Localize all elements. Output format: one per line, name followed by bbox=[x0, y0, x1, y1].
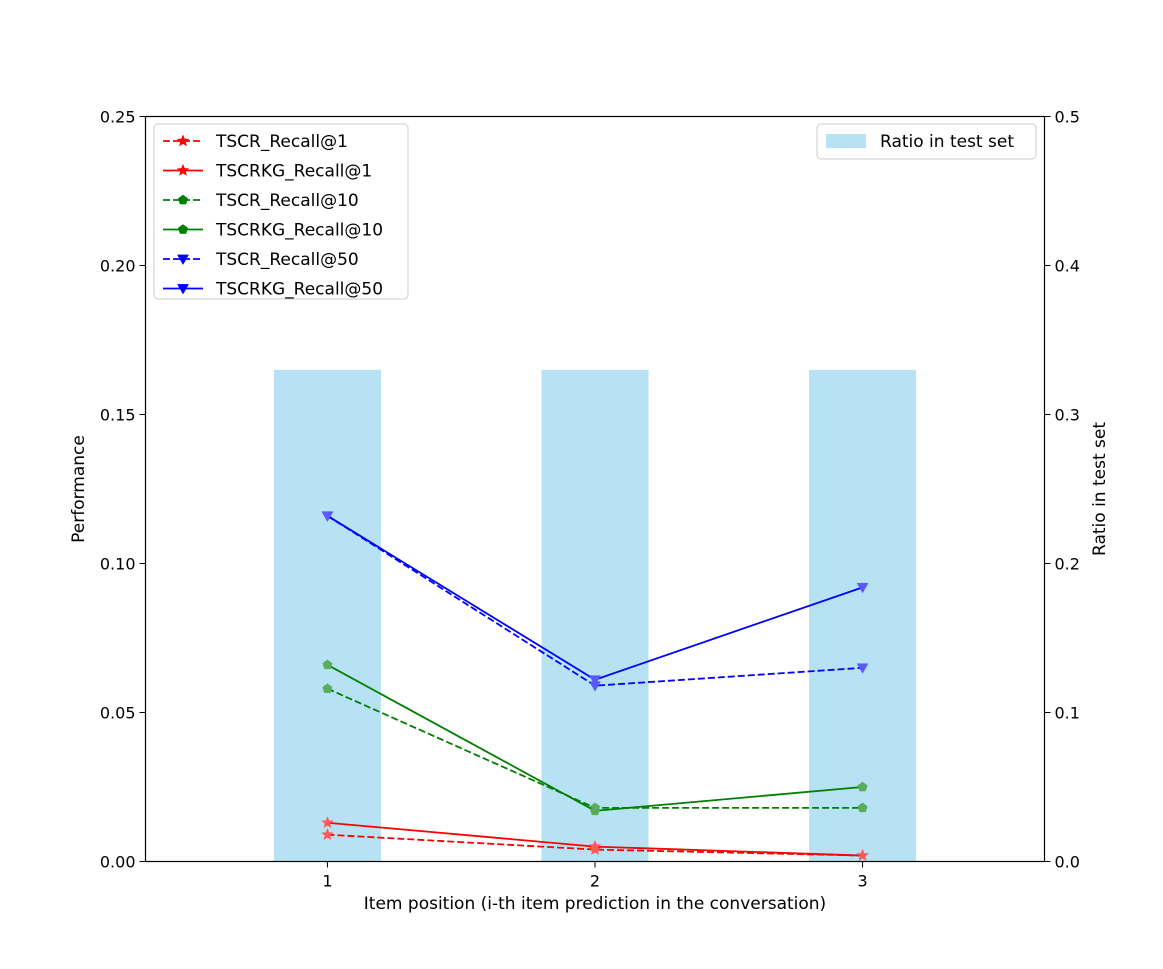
series-marker-TSCRKG_Recall@50-1 bbox=[321, 511, 334, 522]
legend-label-TSCR_Recall@50: TSCR_Recall@50 bbox=[215, 250, 359, 270]
x-tick-label: 3 bbox=[857, 872, 867, 891]
series-marker-TSCRKG_Recall@1-1 bbox=[321, 816, 334, 829]
legend-marker-TSCR_Recall@10 bbox=[177, 194, 189, 205]
legend-marker-TSCR_Recall@1 bbox=[176, 134, 190, 147]
legend-marker-TSCRKG_Recall@50 bbox=[177, 284, 189, 295]
legend-bars: Ratio in test set bbox=[816, 123, 1037, 160]
series-marker-TSCRKG_Recall@50-3 bbox=[856, 582, 869, 594]
series-marker-TSCRKG_Recall@10-1 bbox=[322, 659, 333, 670]
series-marker-TSCRKG_Recall@1-2 bbox=[588, 839, 602, 853]
legend-lines: TSCR_Recall@1 TSCRKG_Recall@1 TSCR_Recall@… bbox=[153, 123, 409, 300]
y2-tick-label: 0.3 bbox=[1055, 406, 1080, 425]
y-tick-label: 0.10 bbox=[100, 555, 136, 574]
legend-label-TSCRKG_Recall@1: TSCRKG_Recall@1 bbox=[215, 162, 372, 182]
series-marker-TSCRKG_Recall@10-3 bbox=[857, 781, 868, 792]
legend-marker-TSCR_Recall@50 bbox=[177, 254, 189, 266]
ratio-bar-2 bbox=[541, 369, 649, 862]
x-axis-title: Item position (i-th item prediction in t… bbox=[364, 894, 826, 914]
x-tick-label: 2 bbox=[590, 872, 600, 891]
y-tick-label: 0.25 bbox=[100, 108, 136, 127]
x-ticks: 1 2 3 bbox=[322, 861, 868, 891]
series-marker-TSCR_Recall@10-1 bbox=[322, 683, 333, 693]
series-marker-TSCR_Recall@50-3 bbox=[856, 663, 869, 674]
y-ticks-right: 0.0 0.1 0.2 0.3 0.4 0.5 bbox=[1044, 108, 1080, 872]
y-axis-title: Performance bbox=[69, 435, 89, 543]
legend-label-TSCR_Recall@10: TSCR_Recall@10 bbox=[215, 191, 359, 211]
ratio-bar-1 bbox=[273, 369, 381, 862]
series-line-TSCR_Recall@1 bbox=[327, 833, 863, 857]
legend-bars-label: Ratio in test set bbox=[880, 132, 1014, 152]
x-tick-label: 1 bbox=[322, 872, 332, 891]
series-marker-TSCRKG_Recall@50-2 bbox=[589, 675, 601, 686]
bars-layer bbox=[273, 369, 917, 862]
series-marker-TSCRKG_Recall@1-3 bbox=[856, 848, 869, 861]
y-tick-label: 0.20 bbox=[100, 257, 136, 276]
y-tick-label: 0.00 bbox=[100, 853, 136, 872]
y2-tick-label: 0.5 bbox=[1055, 108, 1080, 127]
y2-tick-label: 0.1 bbox=[1055, 704, 1080, 723]
y-ticks-left: 0.00 0.05 0.10 0.15 0.20 0.25 bbox=[100, 108, 146, 872]
legend-lines-box bbox=[153, 123, 409, 300]
lines-layer bbox=[321, 511, 869, 861]
y2-tick-label: 0.0 bbox=[1055, 853, 1080, 872]
y2-axis-title: Ratio in test set bbox=[1090, 422, 1110, 556]
series-marker-TSCR_Recall@1-1 bbox=[321, 827, 334, 841]
series-marker-TSCRKG_Recall@10-2 bbox=[589, 805, 601, 816]
y2-tick-label: 0.4 bbox=[1055, 257, 1080, 276]
ratio-bar-3 bbox=[809, 369, 917, 862]
legend-bars-box bbox=[816, 123, 1037, 160]
y-tick-label: 0.05 bbox=[100, 704, 136, 723]
y2-tick-label: 0.2 bbox=[1055, 555, 1080, 574]
legend-marker-TSCRKG_Recall@1 bbox=[176, 163, 190, 176]
legend-marker-TSCRKG_Recall@10 bbox=[177, 224, 189, 234]
legend-label-TSCRKG_Recall@50: TSCRKG_Recall@50 bbox=[215, 280, 383, 300]
legend-label-TSCRKG_Recall@10: TSCRKG_Recall@10 bbox=[215, 221, 383, 241]
series-marker-TSCR_Recall@10-3 bbox=[857, 802, 868, 813]
legend-label-TSCR_Recall@1: TSCR_Recall@1 bbox=[215, 132, 348, 152]
y-tick-label: 0.15 bbox=[100, 406, 136, 425]
legend-bars-swatch bbox=[826, 134, 866, 148]
